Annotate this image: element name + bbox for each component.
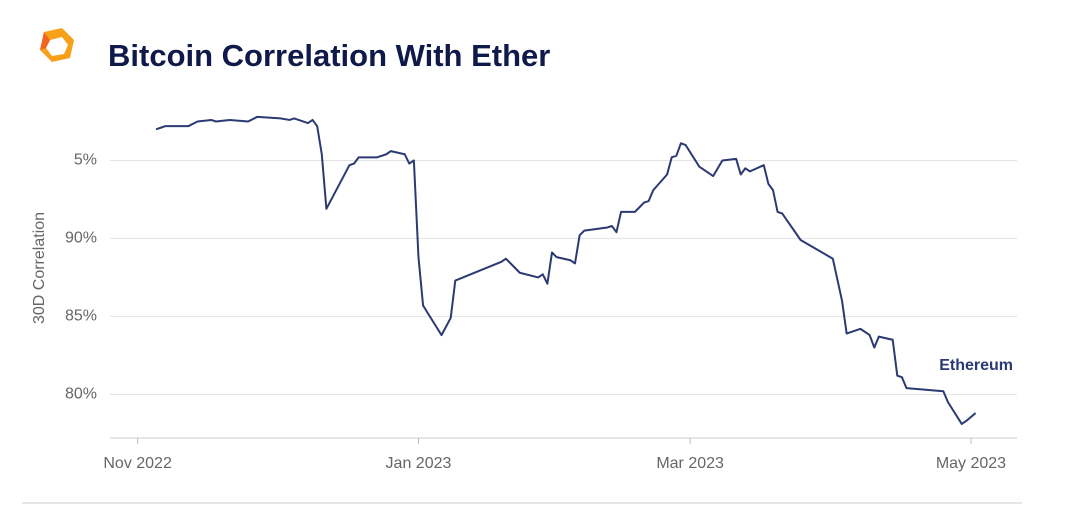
x-tick-label: May 2023 [936,455,1006,472]
x-tick-label: Mar 2023 [656,455,724,472]
y-tick-label: 85% [65,308,97,325]
y-tick-label: 90% [65,230,97,247]
y-tick-label: 80% [65,386,97,403]
chart-title: Bitcoin Correlation With Ether [108,38,550,73]
series-label: Ethereum [939,357,1013,374]
y-tick-label: 5% [74,152,97,169]
y-axis-label: 30D Correlation [31,212,48,324]
line [155,115,977,425]
logo [40,28,74,62]
x-tick-label: Jan 2023 [386,455,452,472]
x-tick-label: Nov 2022 [103,455,172,472]
